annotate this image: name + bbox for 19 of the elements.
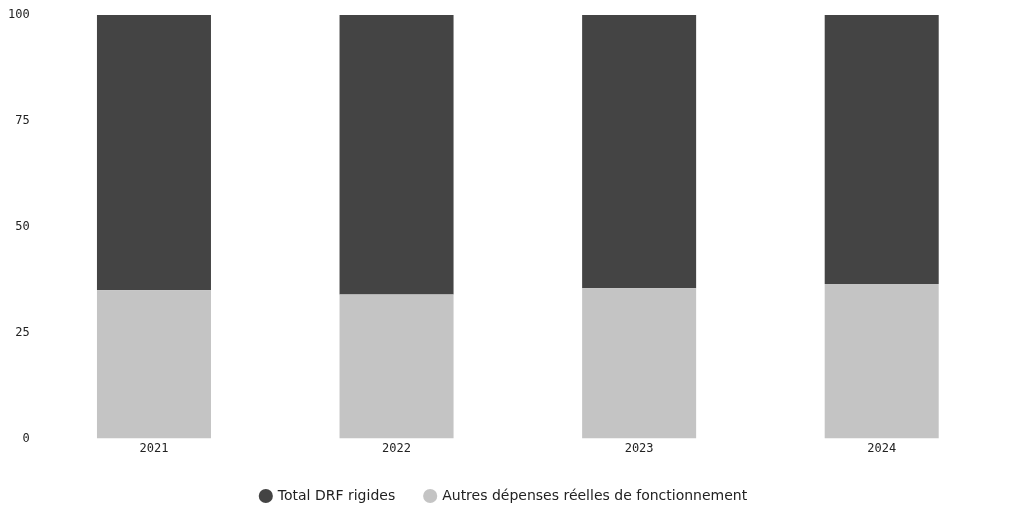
bar: [582, 288, 697, 439]
bar: [582, 15, 697, 289]
x-tick-label: 2024: [867, 440, 897, 455]
y-tick-label: 75: [15, 113, 30, 128]
x-tick-label: 2022: [382, 440, 411, 455]
bar: [824, 283, 939, 439]
bar: [824, 15, 939, 284]
x-tick-label: 2021: [139, 440, 169, 455]
bar: [339, 294, 454, 439]
y-tick-label: 50: [15, 218, 30, 233]
bar: [96, 290, 211, 439]
y-tick-label: 25: [15, 324, 30, 339]
x-tick-label: 2023: [624, 440, 654, 455]
y-tick-label: 100: [7, 7, 30, 22]
legend-label: Total DRF rigides: [276, 486, 396, 503]
legend-label: Autres dépenses réelles de fonctionnement: [442, 486, 748, 503]
bar: [339, 15, 454, 295]
bar: [96, 15, 211, 291]
y-tick-label: 0: [22, 430, 30, 445]
